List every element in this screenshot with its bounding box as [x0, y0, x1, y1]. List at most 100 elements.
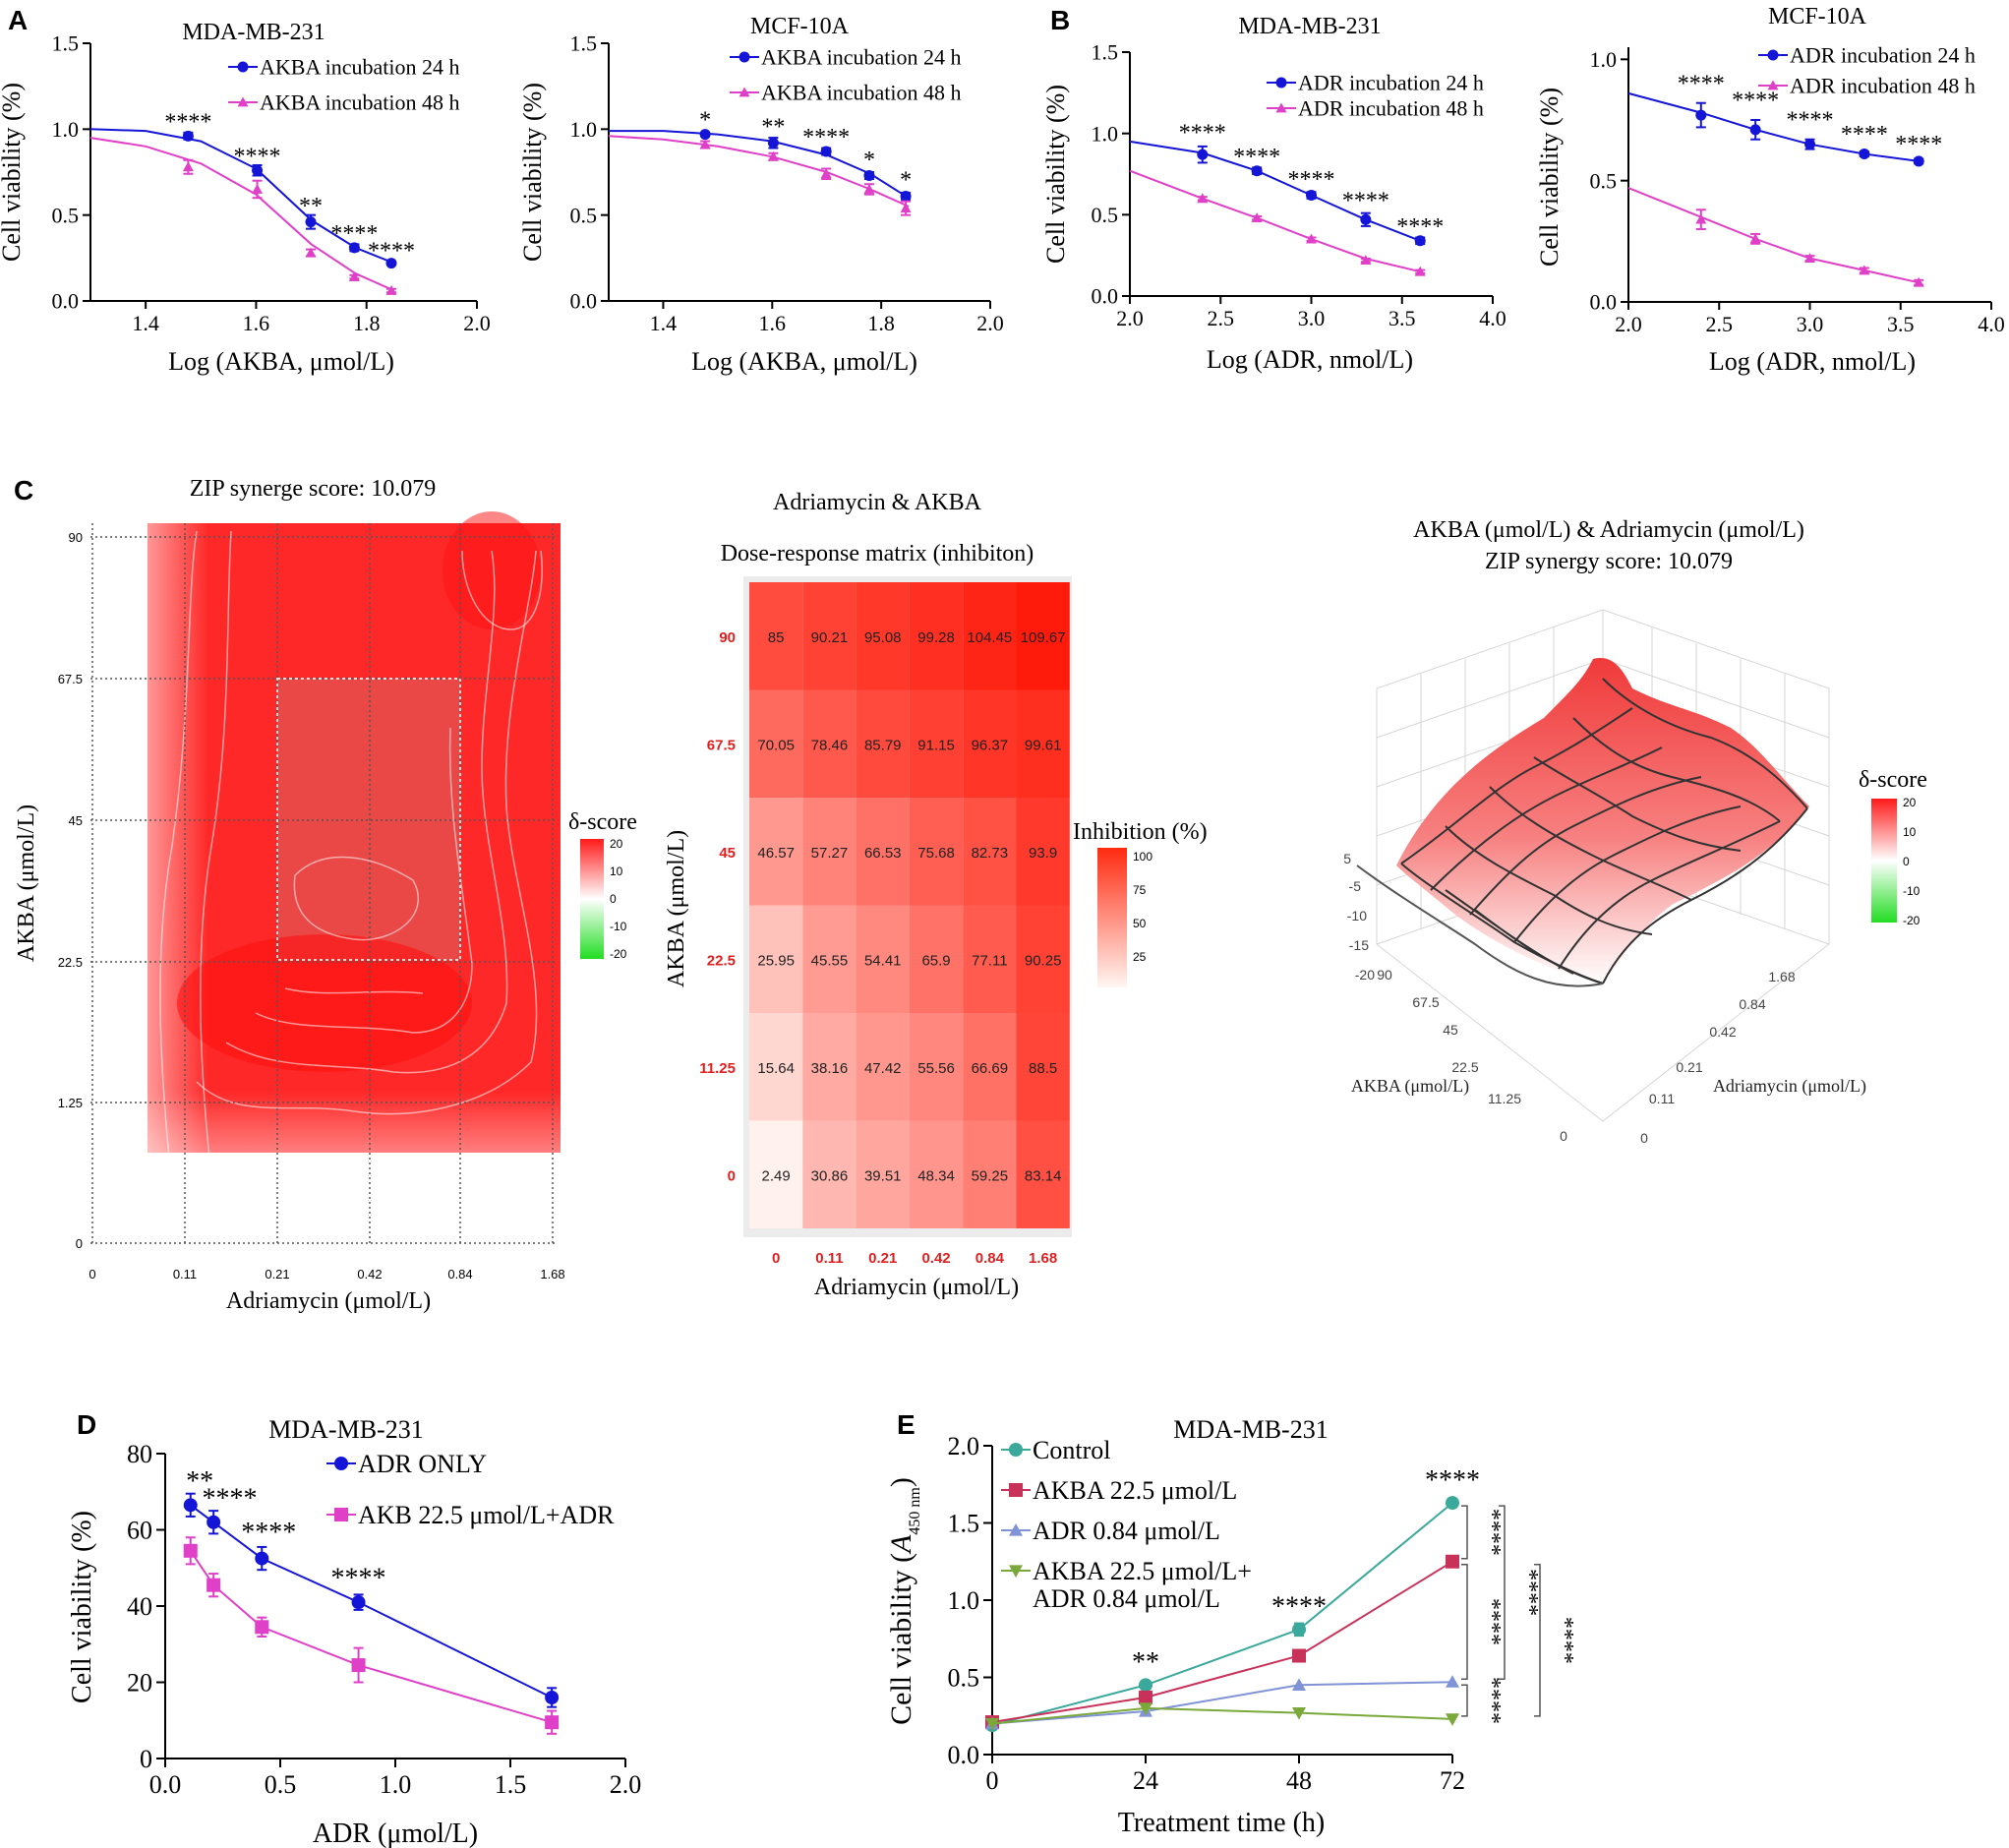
x-tick-label: 1.5	[495, 1770, 527, 1799]
legend-label: AKBA incubation 24 h	[761, 45, 962, 70]
bracket-label: ****	[1479, 1677, 1505, 1724]
matrix-cell-value: 83.14	[1025, 1167, 1062, 1184]
matrix-cell-value: 70.05	[757, 737, 795, 753]
surface-colorbar	[1871, 799, 1897, 923]
legend-label: AKBA 22.5 μmol/L+	[1033, 1557, 1252, 1585]
matrix-column-label: 0.21	[868, 1250, 897, 1267]
significance-mark: ****	[1841, 122, 1888, 148]
matrix-cell	[963, 905, 1017, 1013]
significance-bracket	[1461, 1684, 1468, 1717]
data-point	[1251, 212, 1263, 223]
y-tick-label: 40	[127, 1592, 152, 1621]
significance-mark: ****	[1179, 120, 1226, 146]
data-point	[1913, 155, 1924, 167]
significance-mark: ****	[234, 144, 281, 169]
legend-marker	[237, 61, 249, 73]
matrix-cell	[749, 582, 803, 690]
colorbar-tick-label: 0	[1903, 855, 1910, 868]
x-tick-label: 48	[1286, 1766, 1312, 1795]
x-tick-label: 0	[986, 1766, 999, 1795]
matrix-cell	[1016, 798, 1070, 906]
x-axis-label: Log (AKBA, μmol/L)	[168, 347, 394, 376]
colorbar-tick-label: -10	[610, 920, 627, 933]
zip-map-colorbar	[580, 839, 604, 959]
matrix-column-label: 1.68	[1029, 1250, 1057, 1267]
data-point	[255, 1551, 269, 1566]
matrix-cell-value: 75.68	[917, 845, 955, 862]
z-tick-label: -20	[1355, 967, 1375, 983]
data-point	[1292, 1648, 1306, 1663]
legend-label: ADR incubation 48 h	[1298, 96, 1484, 121]
y-tick-label: 45	[69, 813, 83, 828]
matrix-colorbar-ticks: 100 75 50 25	[1133, 850, 1152, 964]
y-tick-label: 1.5	[948, 1510, 980, 1538]
legend-marker	[334, 1508, 348, 1521]
y-tick-label: 0.5	[52, 203, 80, 227]
y-tick-label: 20	[127, 1669, 152, 1698]
legend-marker	[1767, 49, 1779, 61]
data-point	[1446, 1496, 1459, 1511]
matrix-row-label: 45	[719, 845, 736, 862]
matrix-cell	[963, 1013, 1017, 1121]
x-tick-label: 0.11	[173, 1267, 197, 1282]
significance-mark: ****	[802, 125, 850, 150]
legend-marker	[1767, 80, 1779, 90]
matrix-cell-value: 47.42	[864, 1060, 902, 1077]
matrix-cell-value: 59.25	[972, 1167, 1009, 1184]
series-line	[1129, 169, 1421, 273]
matrix-cell-value: 39.51	[864, 1167, 902, 1184]
data-point	[1197, 149, 1209, 160]
significance-bracket	[1534, 1564, 1541, 1717]
significance-mark: ****	[330, 221, 378, 247]
x-tick-label: 3.0	[1797, 312, 1824, 336]
y-axis-label-part: 450 nm	[907, 1487, 923, 1535]
matrix-cell	[856, 689, 910, 798]
chart-b-mcf-10a: 2.0 2.5 3.0 3.5 4.0 0.0 0.5 1.0 MCF-10A Log (ADR,…	[1535, 4, 2005, 376]
series-line	[991, 1706, 1453, 1725]
matrix-cell-value: 2.49	[762, 1167, 791, 1184]
y-tick-label: 0.5	[570, 203, 598, 227]
matrix-row-label: 0	[728, 1167, 736, 1184]
y-tick-label: 2.0	[948, 1432, 980, 1461]
z-tick-label: 5	[1343, 851, 1351, 866]
matrix-cell	[963, 798, 1017, 906]
legend-marker	[1009, 1565, 1023, 1578]
y-tick-label: 90	[69, 530, 83, 545]
chart-a-mcf-10a: 1.4 1.6 1.8 2.0 0.0 0.5 1.0 1.5 MCF-10A Log (AKBA…	[518, 14, 1004, 376]
surface-colorbar-title: δ-score	[1859, 767, 1927, 793]
y-tick-label: 0.0	[52, 289, 80, 314]
legend-marker	[1009, 1483, 1023, 1497]
chart-title: MDA-MB-231	[1238, 14, 1381, 39]
x-tick-label: 3.0	[1298, 306, 1326, 330]
zip-map-contours	[159, 530, 543, 1244]
x-tick-label: 24	[1133, 1766, 1158, 1795]
z-tick-label: -10	[1347, 908, 1367, 924]
y-axis-label-part: A	[885, 1534, 917, 1555]
x-tick-label: 3.5	[1887, 312, 1915, 336]
significance-bracket	[1461, 1564, 1468, 1680]
significance-mark: ****	[1787, 107, 1834, 133]
legend-marker	[334, 1457, 348, 1470]
matrix-cell	[802, 905, 857, 1013]
x-tick-label: 1.0	[380, 1770, 412, 1799]
y-tick-label: 0	[140, 1745, 152, 1773]
y-axis-label: Cell viability (%)	[67, 1511, 97, 1703]
y-tick-label: 1.0	[1092, 121, 1119, 146]
data-point	[1749, 124, 1761, 136]
y-tick-label: 67.5	[58, 672, 83, 686]
zip-synergy-surface-3d: AKBA (μmol/L) & Adriamycin (μmol/L) ZIP …	[1343, 517, 1927, 1146]
chart-title: MCF-10A	[1768, 4, 1867, 30]
bracket-label: ****	[1479, 1598, 1505, 1645]
matrix-cell	[1016, 582, 1070, 690]
matrix-cell-value: 45.55	[811, 952, 849, 969]
zip-map-grid	[90, 523, 555, 1244]
matrix-subtitle: Dose-response matrix (inhibiton)	[721, 541, 1034, 566]
panel-letter-e: E	[897, 1409, 916, 1440]
significance-mark: ****	[331, 1564, 386, 1594]
matrix-cell-value: 91.15	[917, 737, 955, 753]
y-tick-label: 45	[1443, 1022, 1458, 1038]
matrix-cell-value: 30.86	[811, 1167, 849, 1184]
legend-label: ADR 0.84 μmol/L	[1033, 1517, 1220, 1545]
legend-label: ADR incubation 24 h	[1298, 71, 1484, 95]
